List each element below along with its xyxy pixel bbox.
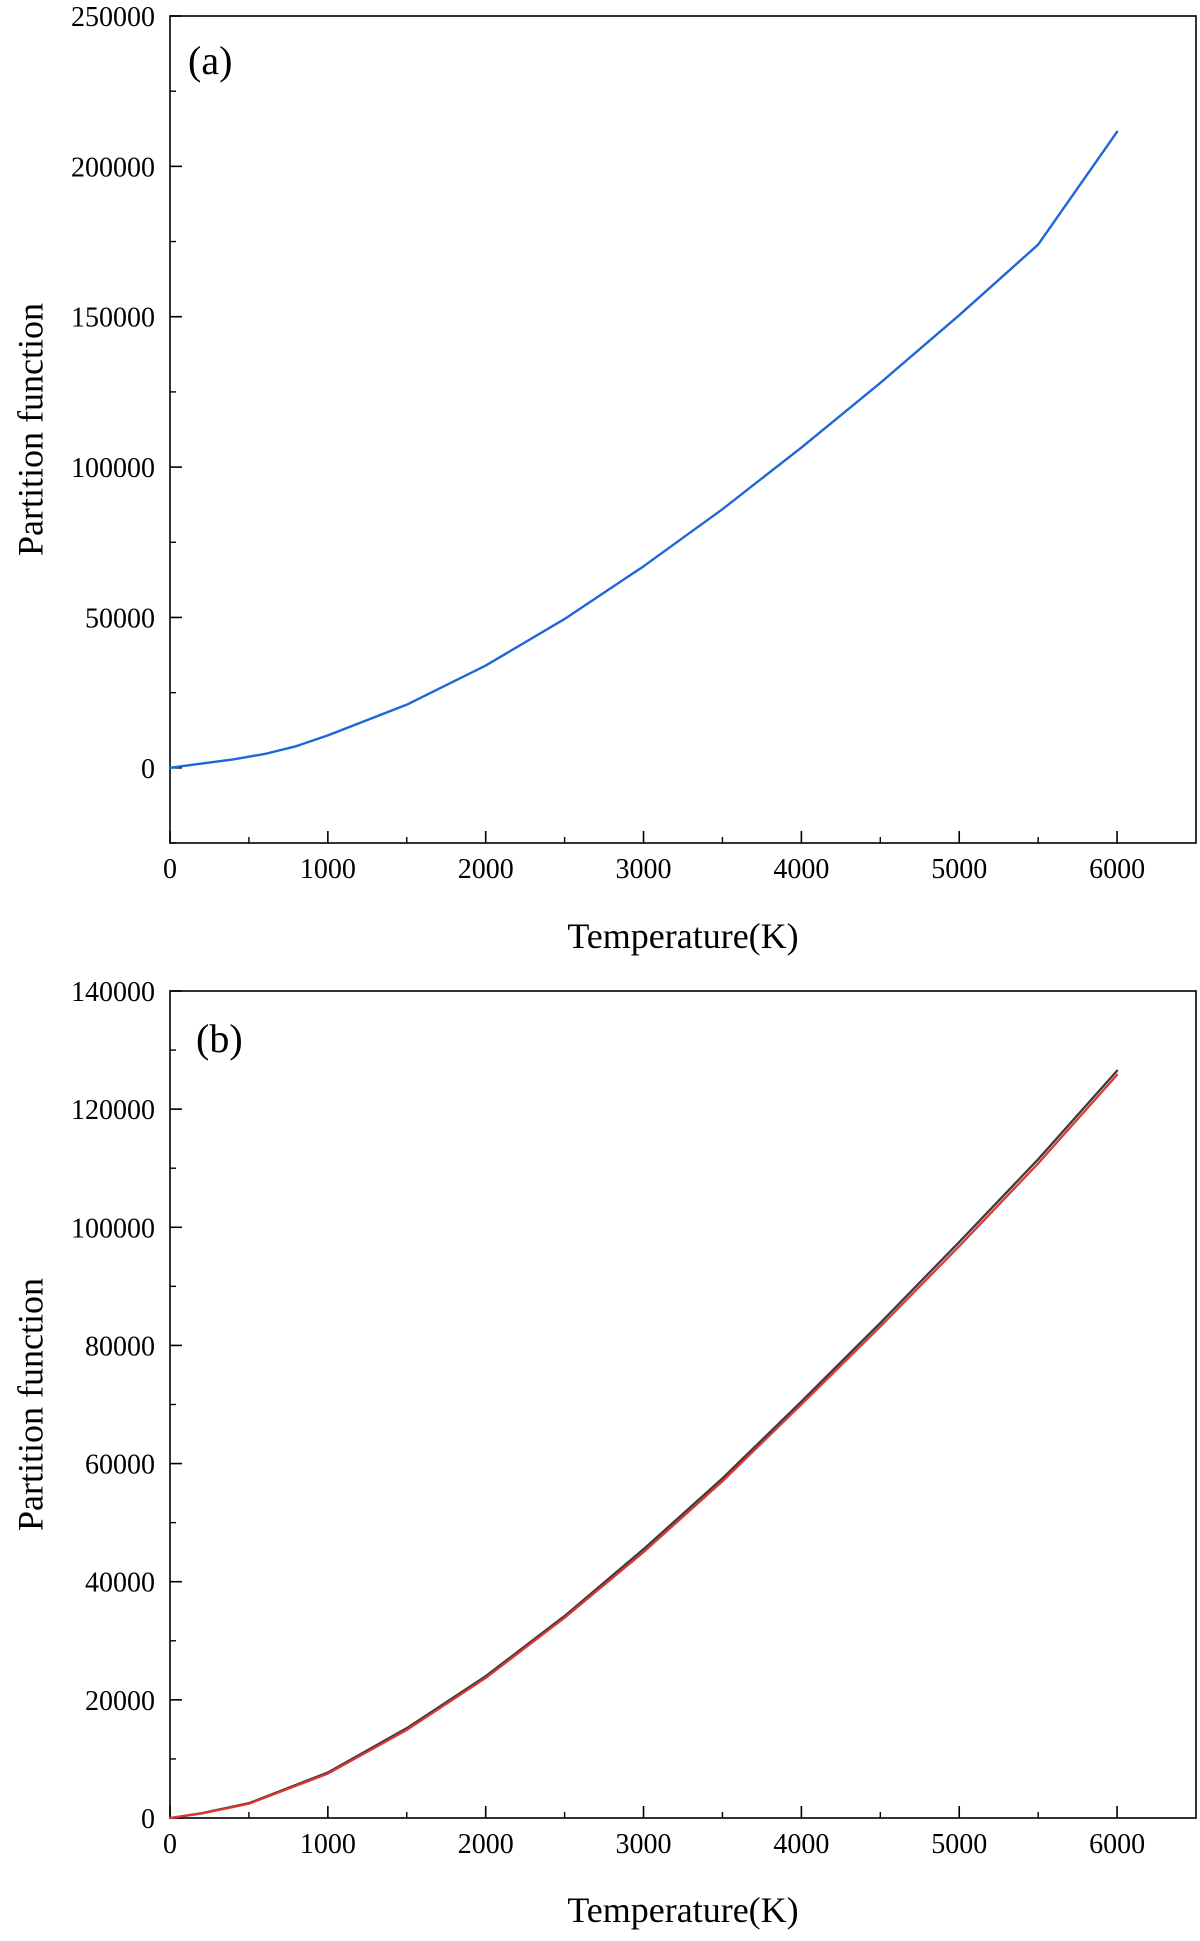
y-tick-label: 50000 (85, 603, 155, 634)
x-tick-label: 0 (163, 854, 177, 885)
x-tick-label: 1000 (300, 1829, 356, 1860)
y-tick-label: 150000 (71, 303, 155, 334)
y-tick-label: 200000 (71, 152, 155, 183)
series-line-2 (168, 1073, 1119, 1820)
y-tick-label: 100000 (71, 1213, 155, 1244)
y-axis-title: Partition function (11, 1278, 51, 1531)
x-tick-label: 6000 (1089, 1829, 1145, 1860)
y-tick-label: 100000 (71, 453, 155, 484)
y-tick-label: 80000 (85, 1331, 155, 1362)
x-axis-title: Temperature(K) (567, 916, 798, 956)
plot-frame (169, 990, 1197, 1819)
y-tick-label: 40000 (85, 1568, 155, 1599)
x-tick-label: 4000 (773, 854, 829, 885)
panel-a: 0 1000 2000 3000 4000 5000 6000 0 50000 100000 150… (11, 2, 1197, 956)
y-tick-label: 0 (141, 1804, 155, 1835)
x-tick-label: 3000 (616, 854, 672, 885)
x-tick-label: 1000 (300, 854, 356, 885)
x-tick-label: 5000 (931, 1829, 987, 1860)
y-axis-title: Partition function (11, 303, 51, 556)
x-tick-label: 2000 (458, 854, 514, 885)
plot-frame (169, 15, 1197, 844)
y-tick-label: 140000 (71, 977, 155, 1008)
x-tick-label: 0 (163, 1829, 177, 1860)
x-tick-label: 5000 (931, 854, 987, 885)
series-line-1 (168, 130, 1119, 770)
x-tick-label: 3000 (616, 1829, 672, 1860)
panel-b: 0 1000 2000 3000 4000 5000 6000020000400006000… (11, 977, 1197, 1930)
panel-label: (a) (188, 38, 232, 83)
y-tick-label: 250000 (71, 2, 155, 33)
x-axis-title: Temperature(K) (567, 1890, 798, 1930)
y-tick-label: 20000 (85, 1686, 155, 1717)
x-tick-label: 2000 (458, 1829, 514, 1860)
y-tick-label: 60000 (85, 1450, 155, 1481)
y-tick-label: 120000 (71, 1095, 155, 1126)
series-line-1 (168, 1069, 1119, 1820)
x-tick-label: 6000 (1089, 854, 1145, 885)
y-tick-label: 0 (141, 754, 155, 785)
x-tick-label: 4000 (773, 1829, 829, 1860)
panel-label: (b) (196, 1016, 243, 1061)
